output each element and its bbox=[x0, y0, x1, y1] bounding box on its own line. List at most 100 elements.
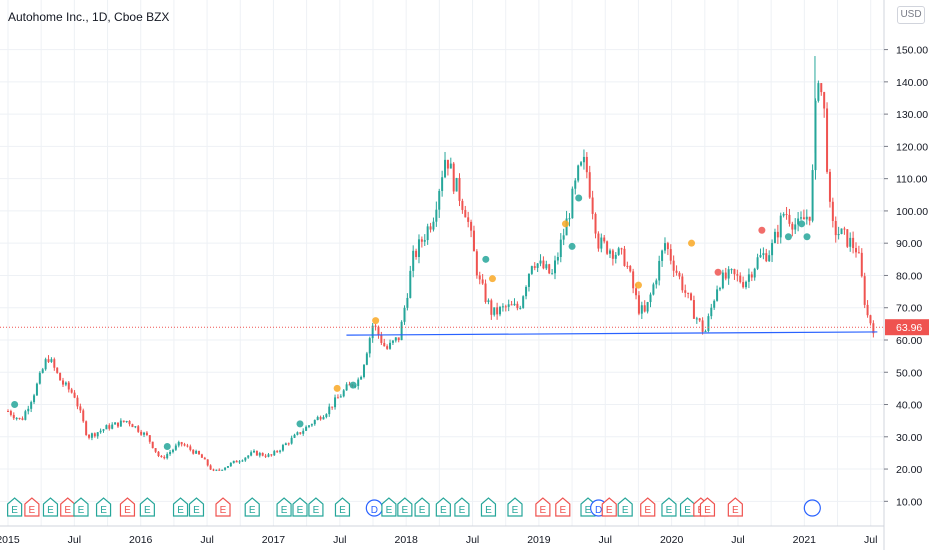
event-marker-label: E bbox=[78, 505, 85, 516]
candle-body bbox=[872, 323, 875, 334]
candle-body bbox=[585, 156, 588, 173]
earnings-event-marker bbox=[535, 497, 551, 517]
candle-body bbox=[30, 402, 33, 409]
candle-body bbox=[264, 455, 267, 457]
earnings-event-marker bbox=[397, 497, 413, 517]
currency-button[interactable]: USD bbox=[897, 6, 925, 24]
dividend-dot bbox=[803, 233, 811, 241]
event-marker-label: D bbox=[371, 505, 378, 516]
candle-body bbox=[869, 315, 872, 324]
candle-body bbox=[458, 177, 461, 201]
event-marker-label: E bbox=[177, 505, 184, 516]
candle-body bbox=[652, 284, 655, 295]
candle-body bbox=[409, 270, 412, 298]
event-marker-label: E bbox=[606, 505, 613, 516]
candle-body bbox=[620, 248, 623, 250]
candle-body bbox=[114, 422, 117, 425]
dividend-dot bbox=[482, 255, 490, 263]
candle-body bbox=[640, 305, 643, 314]
candle-body bbox=[368, 338, 371, 354]
candle-body bbox=[718, 288, 721, 290]
candle-body bbox=[64, 382, 67, 385]
candle-body bbox=[522, 296, 525, 308]
event-marker-label: E bbox=[339, 505, 346, 516]
candle-body bbox=[745, 281, 748, 288]
candle-body bbox=[131, 424, 134, 428]
candle-body bbox=[203, 457, 206, 460]
candle-body bbox=[478, 275, 481, 280]
candle-body bbox=[525, 286, 528, 297]
candle-body bbox=[692, 300, 695, 319]
candle-body bbox=[698, 318, 701, 321]
candle-body bbox=[177, 442, 180, 446]
x-tick-label: 2016 bbox=[129, 534, 153, 546]
dividend-dot bbox=[349, 381, 357, 389]
event-marker-label: E bbox=[249, 505, 256, 516]
candle-body bbox=[695, 318, 698, 320]
candle-body bbox=[669, 249, 672, 261]
dividend-dot bbox=[568, 242, 576, 250]
candle-body bbox=[169, 451, 172, 455]
dividend-dot bbox=[296, 420, 304, 428]
candle-body bbox=[403, 307, 406, 322]
earnings-event-marker bbox=[95, 497, 112, 517]
candle-body bbox=[374, 325, 377, 327]
candle-body bbox=[472, 230, 475, 252]
candle-body bbox=[655, 280, 658, 285]
candle-body bbox=[808, 216, 811, 221]
candle-body bbox=[284, 443, 287, 446]
candle-body bbox=[195, 450, 198, 454]
candle-body bbox=[174, 445, 177, 450]
dividend-dot bbox=[333, 384, 341, 392]
candle-body bbox=[663, 243, 666, 251]
candle-body bbox=[41, 369, 44, 373]
candle-body bbox=[519, 307, 522, 309]
candle-body bbox=[446, 159, 449, 169]
last-price-label: 63.96 bbox=[896, 322, 922, 334]
candle-body bbox=[160, 456, 163, 458]
earnings-event-marker bbox=[334, 497, 351, 517]
candle-body bbox=[721, 272, 724, 289]
candle-body bbox=[475, 251, 478, 276]
candle-body bbox=[111, 424, 114, 429]
candle-body bbox=[736, 274, 739, 276]
candle-body bbox=[510, 304, 513, 306]
candle-body bbox=[319, 417, 322, 420]
candle-body bbox=[493, 307, 496, 315]
candle-body bbox=[713, 300, 716, 308]
candle-body bbox=[530, 266, 533, 274]
candle-body bbox=[643, 305, 646, 312]
candle-body bbox=[707, 316, 710, 331]
candle-body bbox=[357, 379, 360, 386]
event-marker-label: E bbox=[732, 505, 739, 516]
candle-body bbox=[67, 382, 70, 390]
candle-body bbox=[420, 239, 423, 242]
candle-body bbox=[273, 451, 276, 456]
candle-body bbox=[244, 457, 247, 461]
event-marker-label: E bbox=[622, 505, 629, 516]
candle-body bbox=[568, 218, 571, 220]
candle-body bbox=[163, 456, 166, 459]
candle-body bbox=[504, 306, 507, 308]
earnings-event-marker bbox=[601, 497, 617, 517]
candle-body bbox=[675, 270, 678, 273]
candle-body bbox=[779, 215, 782, 238]
candle-body bbox=[730, 269, 733, 271]
candle-body bbox=[834, 221, 837, 236]
candle-body bbox=[444, 159, 447, 178]
candle-body bbox=[802, 217, 805, 220]
candle-body bbox=[189, 446, 192, 450]
candle-body bbox=[617, 248, 620, 255]
last-price-tag bbox=[885, 319, 929, 336]
earnings-event-marker bbox=[454, 497, 470, 517]
candle-body bbox=[383, 342, 386, 347]
dividend-dot bbox=[372, 317, 380, 325]
event-circle-marker bbox=[803, 499, 821, 517]
candle-body bbox=[9, 411, 12, 415]
candle-body bbox=[287, 443, 290, 445]
candle-body bbox=[391, 340, 394, 343]
x-tick-label: 2018 bbox=[394, 534, 418, 546]
candle-body bbox=[255, 450, 258, 456]
